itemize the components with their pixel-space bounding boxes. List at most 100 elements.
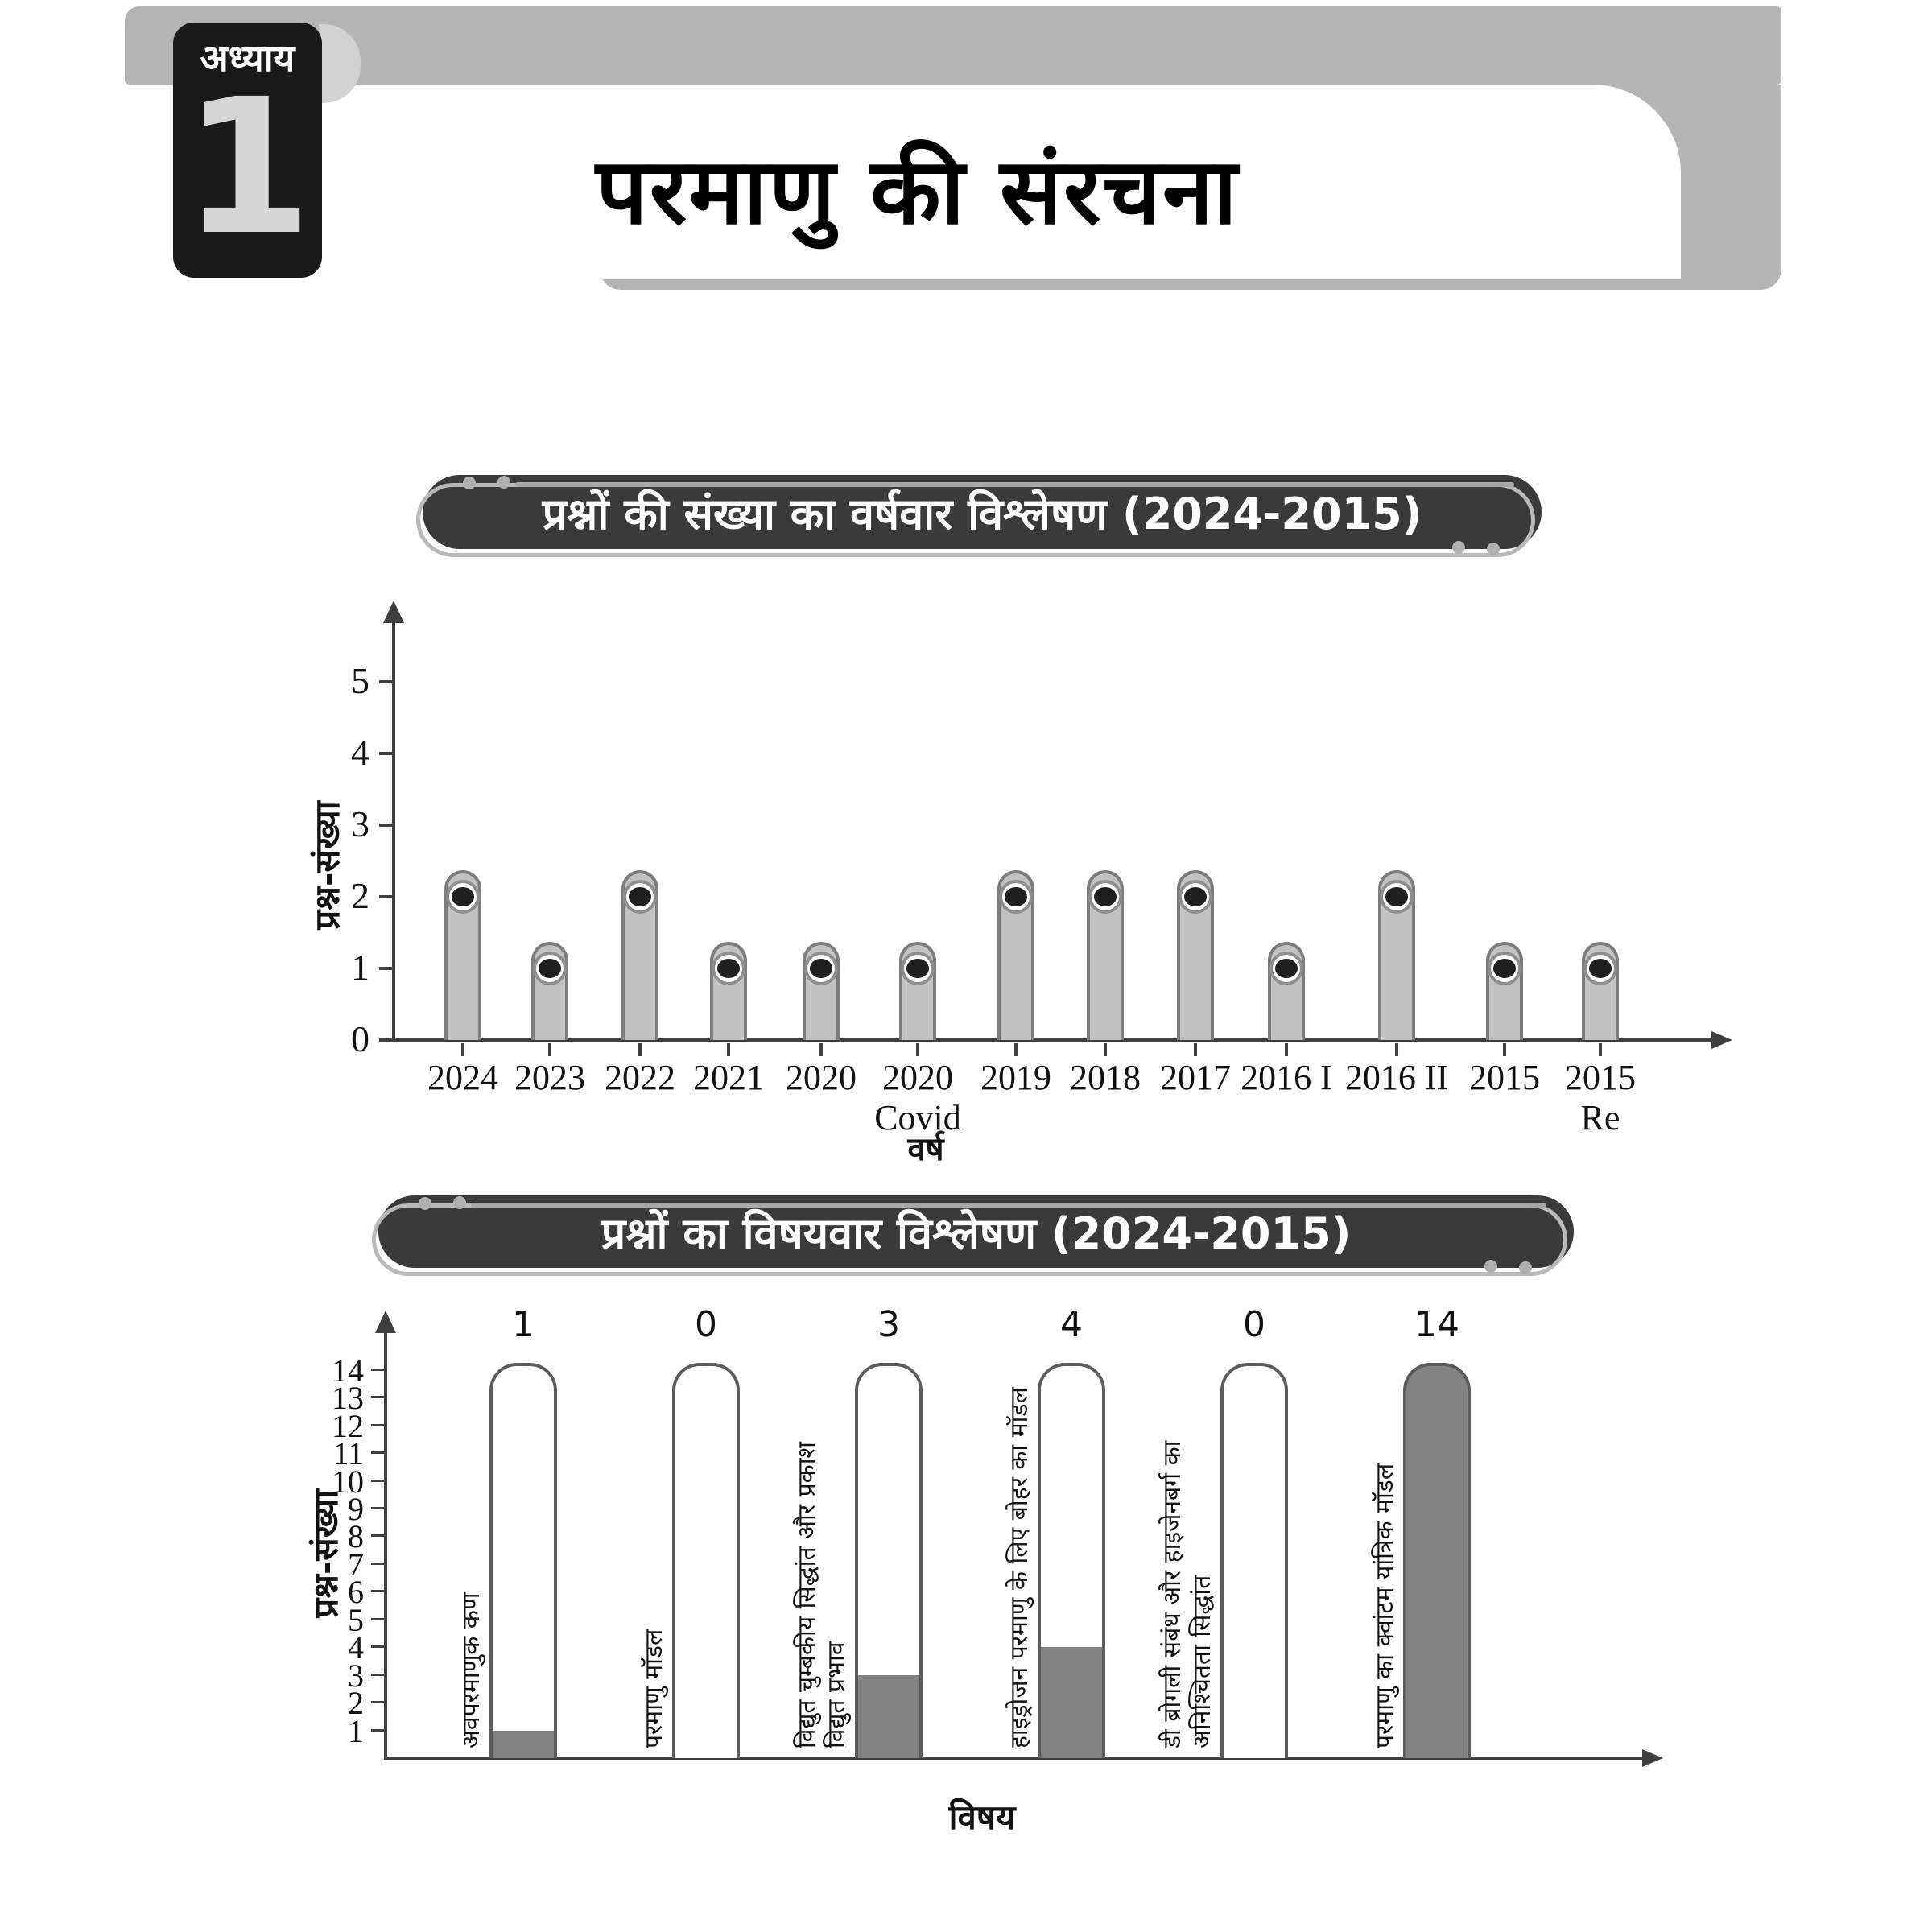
x-tick [727, 1043, 730, 1056]
y-tick-label: 9 [348, 1490, 364, 1527]
x-axis-line [392, 1038, 1716, 1042]
topic-tube [1038, 1363, 1105, 1758]
y-tick-label: 13 [332, 1380, 364, 1417]
x-axis-title: वर्ष [907, 1131, 944, 1168]
x-tick [461, 1043, 464, 1056]
x-tick [1395, 1043, 1398, 1056]
x-tick [819, 1043, 823, 1056]
value-label: 1 [512, 1304, 535, 1345]
year-label: 2020 Covid [874, 1058, 961, 1137]
marker-ring-icon [1269, 952, 1303, 985]
topicwise-banner-title: प्रश्नों का विषयवार विश्लेषण (2024-2015) [601, 1208, 1352, 1259]
year-label: 2020 [786, 1058, 857, 1097]
marker-ring-icon [999, 880, 1033, 914]
banner-dot [453, 1196, 466, 1209]
x-tick [1014, 1043, 1018, 1056]
y-tick [379, 967, 394, 970]
banner-dot [1452, 541, 1465, 554]
topic-tube [672, 1363, 740, 1758]
marker-core-icon [1094, 887, 1117, 906]
topic-tube [1220, 1363, 1288, 1758]
y-tick-label: 4 [348, 1629, 364, 1666]
banner-stripe [515, 482, 1514, 487]
year-label: 2023 [514, 1058, 585, 1097]
y-tick [371, 1728, 386, 1732]
banner-dot [419, 1197, 431, 1210]
y-tick-label: 0 [351, 1018, 369, 1059]
y-tick [371, 1617, 386, 1620]
x-tick [1104, 1043, 1107, 1056]
value-label: 4 [1060, 1304, 1083, 1345]
y-tick [371, 1562, 386, 1565]
chapter-number: 1 [182, 59, 313, 276]
marker-ring-icon [1380, 880, 1414, 914]
topic-fill [1041, 1647, 1102, 1758]
x-tick [638, 1043, 642, 1056]
banner-stripe [471, 1203, 1546, 1208]
banner-dot [1484, 1260, 1497, 1273]
x-tick [1599, 1043, 1602, 1056]
y-tick-label: 3 [348, 1657, 364, 1694]
topic-fill [858, 1675, 919, 1758]
topic-tube [1403, 1363, 1471, 1758]
marker-core-icon [717, 959, 740, 978]
marker-core-icon [1493, 959, 1516, 978]
topic-tube [855, 1363, 923, 1758]
marker-ring-icon [533, 952, 567, 985]
y-tick-label: 12 [332, 1407, 364, 1444]
y-tick [379, 680, 394, 683]
year-label: 2022 [605, 1058, 675, 1097]
marker-core-icon [539, 959, 561, 978]
marker-core-icon [629, 887, 651, 906]
y-tick [371, 1673, 386, 1676]
banner-dot [463, 477, 476, 489]
x-axis-arrow-icon [1642, 1749, 1663, 1767]
y-tick-label: 2 [348, 1685, 364, 1722]
marker-core-icon [1005, 887, 1027, 906]
topic-label: अवपरमाणुक कण [457, 1592, 485, 1748]
x-tick [548, 1043, 551, 1056]
marker-ring-icon [712, 952, 745, 985]
marker-core-icon [1589, 959, 1612, 978]
y-tick [371, 1590, 386, 1593]
value-label: 0 [1243, 1304, 1265, 1345]
y-tick-label: 4 [351, 732, 369, 773]
year-label: 2016 II [1344, 1058, 1449, 1097]
year-label: 2021 [693, 1058, 764, 1097]
marker-ring-icon [804, 952, 838, 985]
y-tick [379, 752, 394, 755]
y-tick-label: 5 [351, 660, 369, 701]
yearwise-banner: प्रश्नों की संख्या का वर्षवार विश्लेषण (… [423, 475, 1542, 555]
y-tick [379, 1038, 394, 1042]
x-axis-arrow-icon [1711, 1031, 1732, 1049]
x-tick [1285, 1043, 1288, 1056]
value-label: 0 [695, 1304, 717, 1345]
marker-core-icon [452, 887, 474, 906]
y-tick-label: 8 [348, 1518, 364, 1555]
x-axis-title: विषय [948, 1798, 1016, 1837]
year-label: 2016 I [1241, 1058, 1332, 1097]
marker-core-icon [1275, 959, 1298, 978]
header-gray-band [125, 6, 1781, 85]
yearwise-banner-title: प्रश्नों की संख्या का वर्षवार विश्लेषण (… [542, 489, 1422, 539]
y-tick-label: 11 [332, 1435, 364, 1472]
topic-label: डी ब्रोगली संबंध और हाइजेनबर्ग का अनिश्चि… [1158, 1440, 1216, 1748]
marker-ring-icon [1583, 952, 1617, 985]
banner-dot [1487, 543, 1500, 555]
y-tick-label: 1 [351, 947, 369, 988]
y-tick [371, 1451, 386, 1455]
marker-core-icon [810, 959, 832, 978]
y-tick-label: 14 [332, 1352, 364, 1389]
marker-ring-icon [1088, 880, 1122, 914]
marker-ring-icon [623, 880, 657, 914]
value-label: 14 [1414, 1304, 1459, 1345]
topic-label: परमाणु का क्वांटम यांत्रिक मॉडल [1371, 1463, 1399, 1748]
year-label: 2018 [1070, 1058, 1141, 1097]
marker-core-icon [906, 959, 929, 978]
y-axis-line [384, 1330, 387, 1760]
x-tick [916, 1043, 919, 1056]
header-title-panel [346, 85, 1681, 279]
topic-label: विद्युत चुम्बकीय सिद्धांत और प्रकाश विद्य… [793, 1442, 851, 1748]
y-tick [371, 1479, 386, 1482]
